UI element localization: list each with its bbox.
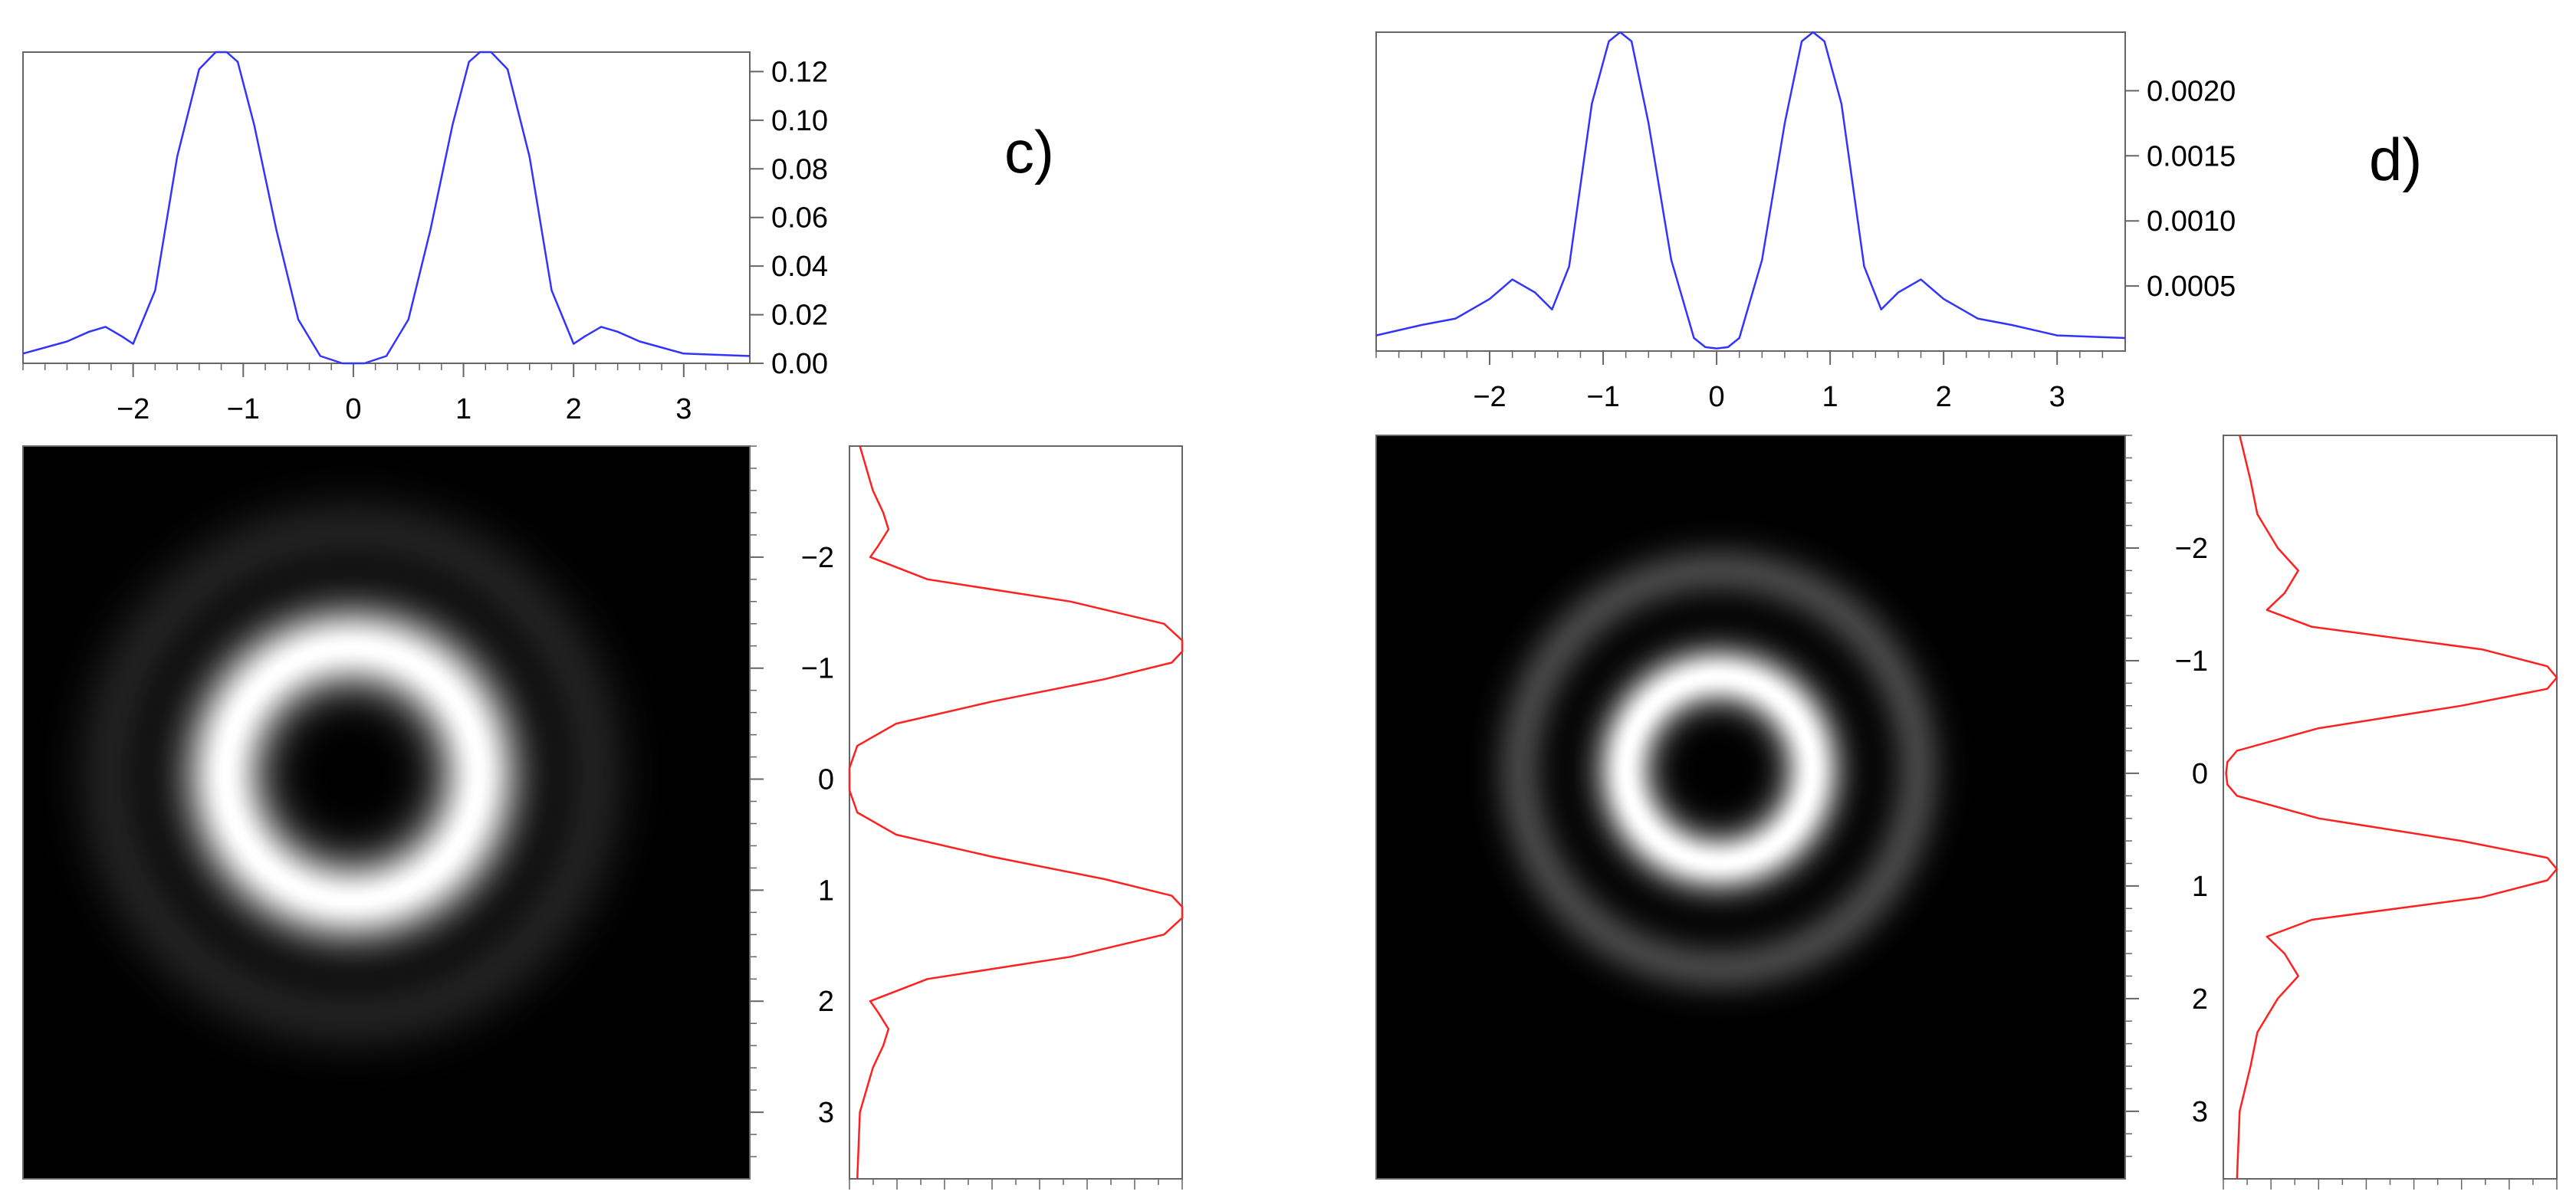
plot-frame <box>849 445 1183 1180</box>
profile-line <box>848 445 1184 1180</box>
x-tick-label: 3 <box>675 393 692 425</box>
y-tick-label: 1 <box>2192 871 2208 903</box>
horizontal-profile-c: −2 −1 0 1 2 3 0.00 0.02 0.04 0.06 0.08 0.10 0.12 <box>22 51 828 425</box>
plot-frame <box>2223 435 2558 1180</box>
panel-d: −2 −1 0 1 2 3 0.0005 0.0010 0.0015 0.0020 −2 −1 0 1 2 3 <box>1375 31 2558 1190</box>
plot-frame <box>22 51 751 364</box>
x-tick-label: −2 <box>1473 381 1506 413</box>
y-tick-label: 0.04 <box>771 251 828 283</box>
x-tick-label: 0 <box>345 393 361 425</box>
x-tick-label: 2 <box>566 393 582 425</box>
intensity-image-c <box>22 445 751 1180</box>
y-tick-label: −1 <box>2175 645 2208 678</box>
x-tick-label: −1 <box>227 393 260 425</box>
y-tick-label: 2 <box>818 986 834 1018</box>
x-tick-label: 3 <box>2049 381 2065 413</box>
profile-line <box>2225 435 2558 1180</box>
vertical-profile-c: −2 −1 0 1 2 3 <box>750 445 1184 1190</box>
y-tick-label: 2 <box>2192 983 2208 1016</box>
y-tick-label: 0.0010 <box>2147 205 2236 238</box>
intensity-pattern <box>23 446 750 1179</box>
y-tick-label: −2 <box>2175 533 2208 565</box>
intensity-image-d <box>1375 435 2126 1180</box>
y-tick-label: 3 <box>2192 1096 2208 1128</box>
y-tick-label: 3 <box>818 1097 834 1129</box>
image-frame <box>1375 435 2126 1180</box>
x-tick-label: 1 <box>1822 381 1838 413</box>
y-tick-label: 0.12 <box>771 56 828 88</box>
y-tick-label: 0.08 <box>771 153 828 185</box>
panel-c: −2 −1 0 1 2 3 0.00 0.02 0.04 0.06 0.08 0.10 0.12 −2 −1… <box>22 51 1184 1190</box>
image-frame <box>22 445 751 1180</box>
y-tick-label: 0.0020 <box>2147 75 2236 107</box>
x-tick-label: 1 <box>455 393 472 425</box>
y-tick-label: 0.0015 <box>2147 140 2236 172</box>
panel-label-c: c) <box>1004 118 1054 185</box>
vertical-profile-d: −2 −1 0 1 2 3 <box>2125 435 2558 1190</box>
x-tick-label: −1 <box>1586 381 1619 413</box>
y-tick-label: 0 <box>2192 758 2208 790</box>
profile-line <box>1375 31 2126 350</box>
profile-line <box>22 51 751 365</box>
y-tick-label: 0.06 <box>771 202 828 235</box>
x-tick-label: 2 <box>1936 381 1952 413</box>
y-tick-label: 0.0005 <box>2147 271 2236 303</box>
y-tick-label: −2 <box>801 542 834 574</box>
y-tick-label: −1 <box>801 653 834 685</box>
x-tick-label: −2 <box>117 393 150 425</box>
horizontal-profile-d: −2 −1 0 1 2 3 0.0005 0.0010 0.0015 0.0020 <box>1375 31 2236 413</box>
panel-label-d: d) <box>2369 126 2422 193</box>
plot-frame <box>1375 31 2126 352</box>
y-tick-label: 1 <box>818 875 834 907</box>
y-tick-label: 0 <box>818 764 834 796</box>
x-tick-label: 0 <box>1709 381 1725 413</box>
y-tick-label: 0.00 <box>771 348 828 380</box>
intensity-pattern <box>1376 435 2125 1179</box>
y-tick-label: 0.02 <box>771 300 828 332</box>
y-tick-label: 0.10 <box>771 105 828 137</box>
